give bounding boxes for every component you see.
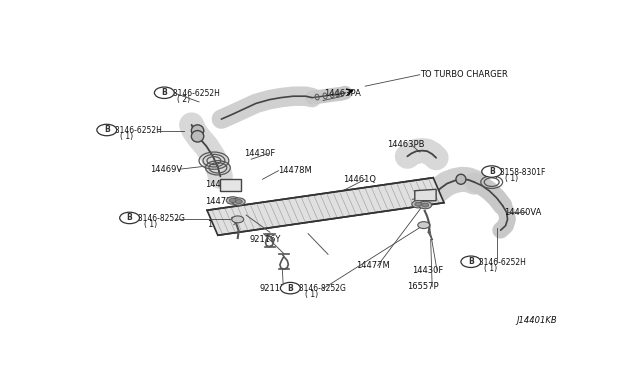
Circle shape <box>154 87 174 99</box>
Text: ( 1): ( 1) <box>305 291 318 299</box>
Ellipse shape <box>191 125 204 136</box>
Text: B: B <box>104 125 109 135</box>
Text: 16557P: 16557P <box>207 220 239 229</box>
Text: 14430F: 14430F <box>412 266 444 275</box>
Text: 92116Y: 92116Y <box>250 235 281 244</box>
Text: 92117Y: 92117Y <box>260 284 291 293</box>
Text: 14463PB: 14463PB <box>388 140 425 150</box>
Text: TO TURBO CHARGER: TO TURBO CHARGER <box>420 70 508 79</box>
Text: 14463P: 14463P <box>205 180 237 189</box>
Circle shape <box>120 212 140 224</box>
Text: B: B <box>489 167 495 176</box>
Circle shape <box>229 198 236 202</box>
Text: B: B <box>287 283 293 293</box>
Text: ( 1): ( 1) <box>145 220 157 229</box>
Circle shape <box>412 201 425 208</box>
Text: 14463PA: 14463PA <box>324 89 362 98</box>
Text: 08146-6252H: 08146-6252H <box>168 89 220 98</box>
Circle shape <box>97 124 116 136</box>
Text: 14430F: 14430F <box>244 149 275 158</box>
Text: 14477M: 14477M <box>356 261 390 270</box>
Text: 14478M: 14478M <box>388 195 421 204</box>
Text: 14469V: 14469V <box>150 165 182 174</box>
Text: B: B <box>161 88 167 97</box>
Text: B: B <box>468 257 474 266</box>
Text: 14478M: 14478M <box>278 166 312 175</box>
Polygon shape <box>220 179 241 191</box>
Circle shape <box>280 282 300 294</box>
Text: 14477M: 14477M <box>205 196 239 206</box>
Circle shape <box>236 200 242 203</box>
Text: 08146-8252G: 08146-8252G <box>134 214 186 223</box>
Ellipse shape <box>456 174 466 184</box>
Text: B: B <box>127 214 132 222</box>
Circle shape <box>232 198 245 205</box>
Text: 08146-6252H: 08146-6252H <box>475 258 527 267</box>
Circle shape <box>419 201 431 209</box>
Text: ( 1): ( 1) <box>504 174 518 183</box>
Circle shape <box>415 202 422 206</box>
Text: 16557P: 16557P <box>408 282 439 291</box>
Circle shape <box>418 222 429 228</box>
Text: 14461Q: 14461Q <box>343 175 376 184</box>
Text: 08158-8301F: 08158-8301F <box>495 168 546 177</box>
Text: 08146-8252G: 08146-8252G <box>294 284 346 293</box>
Circle shape <box>422 203 429 207</box>
Circle shape <box>227 197 239 204</box>
Circle shape <box>461 256 481 267</box>
Ellipse shape <box>191 131 204 142</box>
Text: ( 2): ( 2) <box>177 95 190 104</box>
Text: 08146-6252H: 08146-6252H <box>111 126 163 135</box>
Text: ( 1): ( 1) <box>484 264 497 273</box>
Circle shape <box>482 166 502 177</box>
Polygon shape <box>415 189 436 201</box>
Text: ( 1): ( 1) <box>120 132 133 141</box>
Text: J14401KB: J14401KB <box>516 316 557 325</box>
Text: 14460VA: 14460VA <box>504 208 542 217</box>
Circle shape <box>232 216 244 223</box>
Bar <box>207 178 444 235</box>
